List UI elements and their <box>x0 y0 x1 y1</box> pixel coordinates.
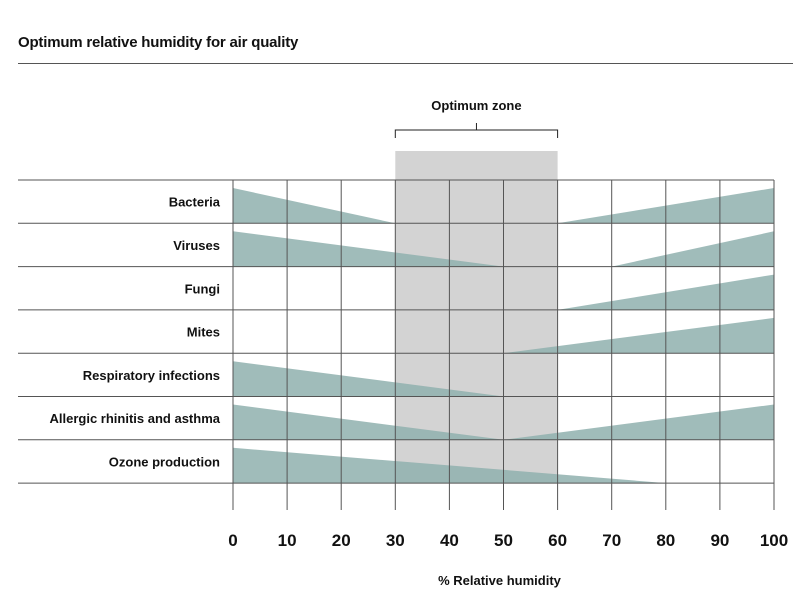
x-tick-label: 100 <box>760 531 788 550</box>
x-tick-label: 70 <box>602 531 621 550</box>
optimum-zone-band <box>395 151 558 484</box>
wedge-4-0 <box>233 361 504 397</box>
row-label: Viruses <box>173 238 220 253</box>
x-tick-label: 40 <box>440 531 459 550</box>
row-label: Bacteria <box>169 195 221 210</box>
x-axis-title: % Relative humidity <box>438 573 562 588</box>
wedge-5-1 <box>503 404 774 440</box>
x-tick-label: 60 <box>548 531 567 550</box>
x-tick-label: 90 <box>710 531 729 550</box>
row-label: Fungi <box>185 281 220 296</box>
wedge-1-0 <box>233 231 504 267</box>
wedge-5-0 <box>233 404 504 440</box>
x-tick-label: 20 <box>332 531 351 550</box>
title-divider <box>18 63 793 64</box>
wedge-0-0 <box>233 188 396 224</box>
wedge-1-1 <box>611 231 774 267</box>
chart-title: Optimum relative humidity for air qualit… <box>18 34 299 51</box>
optimum-zone-label: Optimum zone <box>431 98 521 113</box>
x-tick-label: 30 <box>386 531 405 550</box>
row-label: Allergic rhinitis and asthma <box>50 411 221 426</box>
row-label: Mites <box>187 325 220 340</box>
wedge-3-0 <box>503 317 774 354</box>
x-tick-label: 10 <box>278 531 297 550</box>
row-label: Respiratory infections <box>83 368 220 383</box>
optimum-zone-bracket <box>394 123 559 138</box>
x-tick-label: 50 <box>494 531 513 550</box>
x-tick-label: 0 <box>228 531 237 550</box>
x-tick-label: 80 <box>656 531 675 550</box>
row-label: Ozone production <box>109 454 220 469</box>
